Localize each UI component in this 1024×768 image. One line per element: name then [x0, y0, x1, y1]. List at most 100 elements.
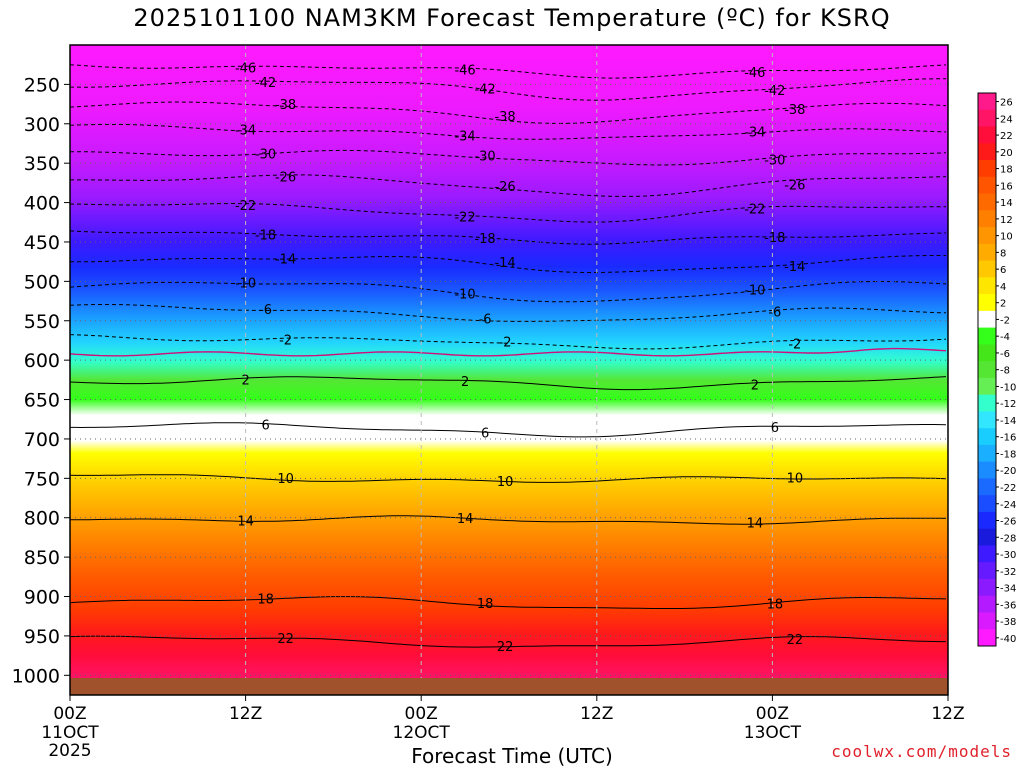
x-tick-date: 12OCT [393, 723, 451, 743]
colorbar-label: 26 [1000, 98, 1013, 109]
colorbar-swatch [978, 444, 996, 463]
contour-label: 6 [771, 421, 779, 436]
contour-label: -22 [454, 210, 475, 225]
contour-label: -2 [279, 334, 292, 349]
x-tick-label: 12Z [229, 704, 262, 724]
colorbar-label: 18 [1000, 165, 1013, 176]
colorbar-label: -2 [1000, 315, 1010, 326]
x-tick-label: 00Z [405, 704, 438, 724]
y-tick-label: 700 [24, 429, 60, 451]
contour-lines [69, 64, 947, 648]
y-tick-label: 550 [24, 311, 60, 333]
contour-line [69, 334, 947, 350]
colorbar-swatch [978, 344, 996, 362]
colorbar-swatch [978, 528, 996, 546]
contour-label: 6 [261, 418, 269, 433]
credit-text: coolwx.com/models [831, 742, 1012, 761]
colorbar-swatch [978, 478, 996, 496]
colorbar-swatch [978, 394, 996, 412]
contour-label: -14 [275, 253, 296, 268]
x-tick-label: 00Z [53, 704, 86, 724]
colorbar-label: -8 [1000, 366, 1010, 377]
contour-line [69, 304, 947, 322]
colorbar-label: -4 [1000, 332, 1010, 343]
contour-label: 14 [237, 514, 254, 529]
y-tick-label: 500 [24, 271, 60, 293]
colorbar-label: -38 [1000, 617, 1016, 628]
colorbar-label: 4 [1000, 282, 1006, 293]
colorbar-swatch [978, 595, 996, 613]
colorbar-swatch [978, 612, 996, 630]
colorbar-swatch [978, 93, 996, 111]
contour-label: -14 [784, 260, 805, 275]
y-tick-label: 750 [24, 468, 60, 490]
contour-label: -26 [494, 180, 515, 195]
colorbar-label: -32 [1000, 567, 1016, 578]
y-tick-label: 800 [24, 508, 60, 530]
colorbar-swatch [978, 511, 996, 530]
colorbar-label: -16 [1000, 433, 1016, 444]
contour-line [69, 64, 947, 79]
contour-label: 10 [277, 472, 294, 487]
contour-label: -6 [768, 305, 781, 320]
contour-label: 6 [481, 427, 489, 442]
colorbar-label: 2 [1000, 299, 1006, 310]
contour-line [69, 101, 947, 124]
contour-label: -2 [788, 337, 801, 352]
contour-label: -14 [494, 256, 515, 271]
colorbar-label: -6 [1000, 349, 1010, 360]
contour-line [69, 202, 946, 223]
y-tick-label: 850 [24, 547, 60, 569]
contour-label: -6 [479, 312, 492, 327]
x-axis-title: Forecast Time (UTC) [411, 744, 613, 768]
colorbar-swatch [978, 109, 996, 128]
y-tick-label: 450 [24, 232, 60, 254]
y-tick-label: 400 [24, 193, 60, 215]
colorbar-label: 6 [1000, 265, 1006, 276]
colorbar-label: -40 [1000, 634, 1016, 645]
contour-label: 22 [277, 632, 294, 647]
colorbar-swatch [978, 277, 996, 295]
y-tick-label: 650 [24, 390, 60, 412]
contour-label: -42 [474, 82, 495, 97]
colorbar-swatch [978, 160, 996, 178]
contour-label: -46 [744, 66, 765, 81]
contour-label: 22 [787, 633, 804, 648]
colorbar-label: -20 [1000, 466, 1016, 477]
contour-line [69, 376, 947, 391]
colorbar-label: 10 [1000, 232, 1013, 243]
contour-label: -42 [764, 84, 785, 99]
contour-label: -38 [784, 103, 805, 118]
colorbar-swatch [978, 495, 996, 513]
contour-label: -30 [764, 153, 785, 168]
colorbar-label: 20 [1000, 148, 1013, 159]
colorbar-label: -28 [1000, 533, 1016, 544]
colorbar-label: -14 [1000, 416, 1016, 427]
contour-label: 18 [767, 598, 784, 613]
contour-line [70, 515, 947, 525]
y-tick-label: 900 [24, 587, 60, 609]
colorbar-swatch [978, 461, 996, 479]
colorbar-swatch [978, 193, 996, 211]
contour-label: -46 [235, 62, 256, 77]
contour-label: -2 [499, 335, 512, 350]
contour-label: -6 [259, 303, 272, 318]
temperature-field [70, 45, 948, 678]
colorbar-swatch [978, 126, 996, 144]
colorbar-label: -36 [1000, 600, 1016, 611]
colorbar-label: -12 [1000, 399, 1016, 410]
y-tick-label: 350 [24, 153, 60, 175]
contour-label: -22 [235, 199, 256, 214]
colorbar-label: -26 [1000, 517, 1016, 528]
colorbar-label: 24 [1000, 114, 1013, 125]
colorbar-swatch [978, 227, 996, 245]
y-tick-label: 600 [24, 350, 60, 372]
colorbar-swatch [978, 545, 996, 563]
contour-label: -22 [744, 203, 765, 218]
contour-label: 2 [241, 373, 249, 388]
contour-labels: -46 -46 -46-42 -42 -42-38-38 -38-34 -34 -34-30-… [235, 62, 805, 655]
contour-label: -34 [744, 126, 765, 141]
colorbar-swatch [978, 243, 996, 262]
